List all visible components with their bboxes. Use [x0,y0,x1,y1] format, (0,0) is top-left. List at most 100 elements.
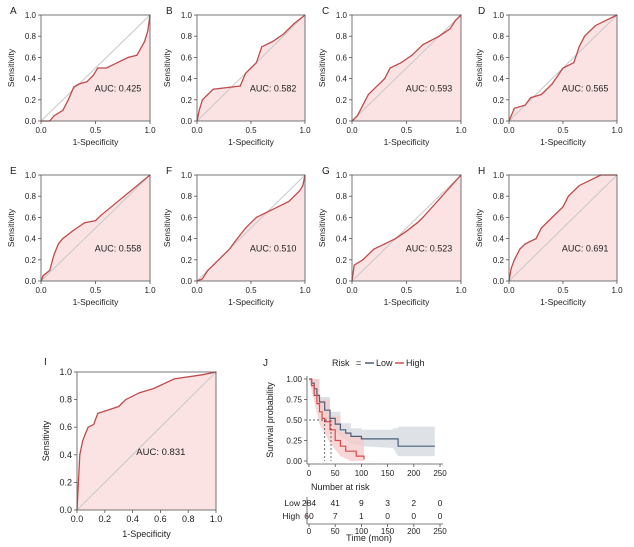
risk-count: 0 [385,511,390,521]
roc-point [86,81,88,83]
roc-curve [196,14,306,122]
roc-point [57,243,60,245]
x-tick-label: 0.0 [503,126,515,135]
y-tick-label: 1.0 [336,171,348,180]
y-axis-title: Survival probability [265,382,275,458]
roc-point [201,278,203,280]
roc-point [78,83,80,85]
roc-point [218,259,220,261]
roc-point [293,22,295,25]
roc-point [524,243,526,245]
roc-point [201,374,203,376]
y-tick-label: 0.2 [336,256,348,265]
roc-point [540,227,543,229]
roc-point [261,46,263,48]
roc-point [562,206,564,208]
risk-count: 284 [302,498,316,508]
panel-label: A [10,6,17,17]
roc-point [277,206,279,208]
y-tick-label: 0.4 [25,235,37,244]
roc-point [272,40,274,43]
x-axis-title: 1-Specificity [384,297,431,307]
y-tick-label: 0.2 [336,96,348,105]
x-axis-title: 1-Specificity [228,137,275,147]
roc-point [384,243,386,245]
legend-label-low: Low [376,358,393,368]
y-tick-label: 0.00 [286,457,302,466]
roc-point [513,259,516,261]
x-axis-title: Time (mon) [346,533,392,543]
roc-point [356,115,359,117]
roc-point [605,19,607,21]
x-tick-label: 0.5 [557,126,569,135]
x-tick-label: 0.5 [90,126,102,135]
y-tick-label: 1.0 [181,11,193,20]
roc-panel-h: H 0.0 0.2 0.4 0.6 0.8 1.0 0.0 0.5 1.0 1-Specificit… [474,166,623,307]
y-tick-label: 0.2 [59,477,72,487]
roc-point [584,35,586,37]
auc-label: AUC: 0.523 [406,243,453,253]
y-tick-label: 0.4 [181,75,193,84]
roc-point [384,78,386,80]
y-tick-label: 1.0 [493,171,505,180]
y-tick-label: 0.2 [25,256,37,265]
roc-point [594,25,597,27]
roc-point [266,211,268,213]
roc-point [438,35,440,37]
roc-point [573,62,575,64]
x-tick-label: 0.0 [35,286,47,295]
y-tick-label: 0.2 [181,96,193,105]
y-tick-label: 0.8 [336,32,348,41]
x-tick-label: 0.5 [557,286,569,295]
y-tick-label: 0.0 [181,117,193,126]
panel-label: C [322,6,329,17]
x-tick-label: 150 [381,469,395,478]
x-tick-label: 0 [307,469,312,478]
x-tick-label: 0.6 [154,514,167,524]
risk-count: 0 [411,511,416,521]
auc-label: AUC: 0.593 [406,83,453,93]
y-tick-label: 1.0 [493,11,505,20]
roc-point [62,109,64,111]
roc-point [239,85,241,87]
y-tick-label: 0.0 [493,117,505,126]
y-axis-title: Sensitivity [6,208,16,247]
y-tick-label: 0.6 [25,213,37,222]
x-tick-label: 0.0 [35,126,47,135]
risk-x-tick-label: 100 [355,527,369,536]
roc-point [198,109,200,111]
roc-point [138,392,141,394]
roc-point [125,399,127,401]
roc-curve [196,174,306,282]
reference-diagonal [40,14,151,122]
roc-point [422,44,424,46]
roc-point [524,104,526,106]
roc-point [454,19,457,21]
y-tick-label: 0.4 [336,235,348,244]
roc-point [73,86,75,88]
y-tick-label: 0.2 [493,256,505,265]
panel-label: I [44,357,47,368]
ci-band-low [309,379,435,457]
roc-point [147,30,149,32]
roc-point [118,405,120,408]
roc-point [228,248,230,250]
roc-point [127,56,129,59]
x-tick-label: 1.0 [299,126,311,135]
roc-point [245,72,247,74]
y-tick-label: 0.4 [181,235,193,244]
risk-count: 9 [359,498,364,508]
y-tick-label: 0.6 [181,53,193,62]
y-tick-label: 0.0 [493,277,505,286]
y-tick-label: 0.6 [25,53,37,62]
x-tick-label: 1.0 [611,286,623,295]
y-axis-title: Sensitivity [317,48,327,87]
roc-point [578,185,580,187]
x-axis-title: 1-Specificity [228,297,275,307]
roc-point [373,88,375,90]
roc-point [255,62,257,64]
roc-point [92,74,94,77]
risk-row-label-high: High [283,511,301,521]
roc-point [84,433,86,435]
